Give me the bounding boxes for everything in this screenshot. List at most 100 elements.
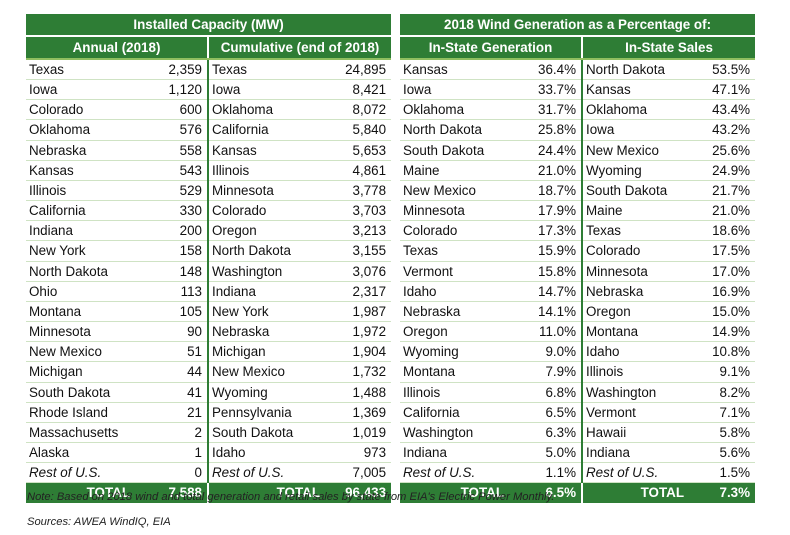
total-label: TOTAL <box>207 482 328 504</box>
in-state-sales-header: In-State Sales <box>580 36 756 60</box>
annual-state-cell: Kansas <box>26 160 138 181</box>
table-row: Washington 6.3% Hawaii 5.8% <box>400 422 756 443</box>
total-value: 7.3% <box>692 482 756 504</box>
cumulative-state-cell: Rest of U.S. <box>207 462 328 484</box>
annual-value-cell: 51 <box>138 341 208 363</box>
generation-percent-cell: 7.9% <box>512 361 582 383</box>
generation-percent-cell: 14.7% <box>512 281 582 302</box>
generation-state-cell: Texas <box>400 240 512 262</box>
annual-state-cell: Minnesota <box>26 321 138 343</box>
cumulative-state-cell: Oklahoma <box>207 99 328 121</box>
sales-percent-cell: 17.0% <box>692 261 756 282</box>
table-row: Maine 21.0% Wyoming 24.9% <box>400 160 756 181</box>
annual-value-cell: 0 <box>138 462 208 484</box>
generation-state-cell: Rest of U.S. <box>400 462 512 484</box>
cumulative-state-cell: Pennsylvania <box>207 402 328 423</box>
generation-state-cell: Idaho <box>400 281 512 302</box>
table-row: Minnesota 17.9% Maine 21.0% <box>400 200 756 222</box>
cumulative-value-cell: 8,072 <box>328 99 392 121</box>
table-row: Oregon 11.0% Montana 14.9% <box>400 321 756 343</box>
total-label: TOTAL <box>400 482 512 504</box>
table-row: Iowa 1,120 Iowa 8,421 <box>26 79 392 101</box>
table-row: Massachusetts 2 South Dakota 1,019 <box>26 422 392 443</box>
cumulative-state-cell: Idaho <box>207 442 328 464</box>
in-state-generation-header: In-State Generation <box>400 36 582 60</box>
sales-state-cell: Nebraska <box>581 281 692 302</box>
cumulative-value-cell: 24,895 <box>328 59 392 81</box>
cumulative-state-cell: Wyoming <box>207 382 328 403</box>
sales-percent-cell: 43.2% <box>692 119 756 141</box>
generation-state-cell: North Dakota <box>400 119 512 141</box>
table-row: Illinois 6.8% Washington 8.2% <box>400 382 756 403</box>
sources-line: Sources: AWEA WindIQ, EIA <box>27 516 171 528</box>
sales-percent-cell: 1.5% <box>692 462 756 484</box>
generation-percent-cell: 17.9% <box>512 200 582 222</box>
generation-percent-cell: 14.1% <box>512 301 582 323</box>
generation-state-cell: Oregon <box>400 321 512 343</box>
cumulative-state-cell: North Dakota <box>207 240 328 262</box>
generation-percentage-title: 2018 Wind Generation as a Percentage of: <box>400 14 756 37</box>
cumulative-state-cell: Colorado <box>207 200 328 222</box>
generation-state-cell: Washington <box>400 422 512 443</box>
generation-percent-cell: 6.8% <box>512 382 582 403</box>
generation-state-cell: Kansas <box>400 59 512 81</box>
table-row: Iowa 33.7% Kansas 47.1% <box>400 79 756 101</box>
total-value: 7,588 <box>138 482 208 504</box>
annual-value-cell: 600 <box>138 99 208 121</box>
total-label: TOTAL <box>26 482 138 504</box>
annual-state-cell: Ohio <box>26 281 138 302</box>
table-row: Alaska 1 Idaho 973 <box>26 442 392 464</box>
annual-value-cell: 200 <box>138 220 208 242</box>
sales-state-cell: New Mexico <box>581 140 692 161</box>
generation-state-cell: Maine <box>400 160 512 181</box>
table-row: Kansas 36.4% North Dakota 53.5% <box>400 59 756 81</box>
generation-state-cell: Minnesota <box>400 200 512 222</box>
cumulative-value-cell: 3,703 <box>328 200 392 222</box>
annual-state-cell: Rhode Island <box>26 402 138 423</box>
cumulative-value-cell: 3,213 <box>328 220 392 242</box>
cumulative-value-cell: 1,369 <box>328 402 392 423</box>
cumulative-state-cell: New Mexico <box>207 361 328 383</box>
sales-percent-cell: 14.9% <box>692 321 756 343</box>
cumulative-value-cell: 5,840 <box>328 119 392 141</box>
table-row: New York 158 North Dakota 3,155 <box>26 240 392 262</box>
cumulative-value-cell: 1,904 <box>328 341 392 363</box>
sales-state-cell: South Dakota <box>581 180 692 202</box>
sales-state-cell: Oregon <box>581 301 692 323</box>
generation-percent-cell: 1.1% <box>512 462 582 484</box>
cumulative-state-cell: Washington <box>207 261 328 282</box>
annual-value-cell: 2 <box>138 422 208 443</box>
sales-percent-cell: 21.7% <box>692 180 756 202</box>
cumulative-value-cell: 1,488 <box>328 382 392 403</box>
table-row: South Dakota 24.4% New Mexico 25.6% <box>400 140 756 161</box>
annual-state-cell: North Dakota <box>26 261 138 282</box>
table-row: Nebraska 558 Kansas 5,653 <box>26 140 392 161</box>
table-row: New Mexico 18.7% South Dakota 21.7% <box>400 180 756 202</box>
cumulative-state-cell: Indiana <box>207 281 328 302</box>
cumulative-value-cell: 3,155 <box>328 240 392 262</box>
table-row: Michigan 44 New Mexico 1,732 <box>26 361 392 383</box>
cumulative-value-cell: 2,317 <box>328 281 392 302</box>
annual-state-cell: Montana <box>26 301 138 323</box>
cumulative-state-cell: Nebraska <box>207 321 328 343</box>
sales-state-cell: Rest of U.S. <box>581 462 692 484</box>
annual-header: Annual (2018) <box>26 36 208 60</box>
cumulative-state-cell: Illinois <box>207 160 328 181</box>
annual-state-cell: Nebraska <box>26 140 138 161</box>
annual-value-cell: 113 <box>138 281 208 302</box>
generation-state-cell: Oklahoma <box>400 99 512 121</box>
annual-value-cell: 90 <box>138 321 208 343</box>
sales-percent-cell: 47.1% <box>692 79 756 101</box>
table-row: Texas 15.9% Colorado 17.5% <box>400 240 756 262</box>
generation-percent-cell: 9.0% <box>512 341 582 363</box>
sales-state-cell: Indiana <box>581 442 692 464</box>
cumulative-value-cell: 4,861 <box>328 160 392 181</box>
total-row: TOTAL 7,588 TOTAL 96,433 <box>26 482 392 504</box>
cumulative-state-cell: Kansas <box>207 140 328 161</box>
cumulative-value-cell: 7,005 <box>328 462 392 484</box>
annual-state-cell: Illinois <box>26 180 138 202</box>
cumulative-value-cell: 1,987 <box>328 301 392 323</box>
annual-value-cell: 105 <box>138 301 208 323</box>
sales-state-cell: Washington <box>581 382 692 403</box>
cumulative-value-cell: 1,019 <box>328 422 392 443</box>
